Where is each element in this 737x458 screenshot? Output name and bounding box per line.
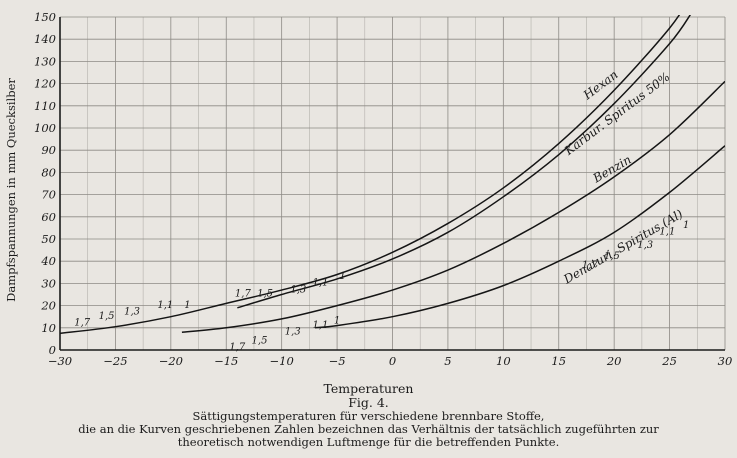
grid: [59, 16, 726, 351]
y-tick-label: 40: [40, 254, 56, 268]
ratio-label: 1,7: [74, 318, 91, 329]
curve-hexan: [60, 15, 681, 335]
x-tick-label: 0: [389, 354, 396, 368]
ratio-label: 1,5: [252, 335, 268, 346]
curve-label: Denaturi. Spiritus (Al): [560, 207, 685, 287]
x-tick-label: −15: [214, 354, 238, 368]
curve-label: Benzin: [590, 152, 634, 185]
ratio-label: 1,3: [285, 326, 301, 337]
ratio-label: 1,7: [229, 342, 246, 353]
y-tick-label: 80: [41, 165, 56, 179]
x-tick-label: 20: [606, 354, 622, 368]
x-tick-label: −5: [329, 354, 346, 368]
y-axis-label: Dampfspannungen in mm Quecksilber: [4, 78, 18, 302]
curve-benzin: [181, 80, 725, 333]
curves: [60, 15, 725, 335]
x-axis-label: Temperaturen: [323, 381, 414, 396]
ratio-label: 1,1: [157, 300, 173, 311]
ratio-label: 1: [334, 315, 340, 326]
y-tick-label: 140: [34, 32, 56, 46]
y-tick-label: 60: [41, 210, 56, 224]
y-tick-labels: 0 10 20 30 40 50 60 70 80 90 100 110 120 130 140 150: [34, 10, 56, 357]
x-tick-label: 30: [718, 354, 733, 368]
y-tick-label: 70: [41, 188, 56, 202]
y-tick-label: 100: [34, 121, 56, 135]
x-tick-labels: −30 −25 −20 −15 −10 −5 0 5 10 15 20 25 30: [48, 354, 732, 368]
ratio-label: 1: [339, 271, 345, 282]
ratio-label: 1,3: [124, 306, 140, 317]
caption-line-2: die an die Kurven geschriebenen Zahlen b…: [78, 422, 659, 436]
ratio-label: 1,5: [99, 311, 115, 322]
figure-number: Fig. 4.: [348, 395, 389, 410]
ratio-annotations: 1,71,5 1,31,1 11,7 1,5 1,31,111,71,51,31,1 11…: [74, 220, 689, 353]
ratio-label: 1,3: [290, 284, 306, 295]
ratio-label: 1: [683, 220, 689, 231]
ratio-label: 1,1: [659, 227, 675, 238]
x-tick-label: −10: [270, 354, 294, 368]
x-tick-label: 10: [496, 354, 511, 368]
y-tick-label: 10: [41, 321, 56, 335]
caption-line-3: theoretisch notwendigen Luftmenge für di…: [177, 435, 560, 449]
y-tick-label: 150: [34, 10, 56, 24]
x-tick-label: 25: [661, 354, 677, 368]
y-tick-label: 50: [41, 232, 56, 246]
x-tick-label: −20: [159, 354, 183, 368]
ratio-label: 1,5: [604, 251, 620, 262]
y-tick-label: 0: [49, 343, 56, 357]
curve-denaturi-spiritus: [314, 145, 725, 329]
x-tick-label: 5: [444, 354, 451, 368]
y-tick-label: 120: [34, 77, 56, 91]
chart: −30 −25 −20 −15 −10 −5 0 5 10 15 20 25 30 0 10 20 30 40 5…: [4, 10, 732, 368]
x-tick-label: −25: [103, 354, 127, 368]
ratio-label: 1,7: [235, 289, 252, 300]
x-tick-label: 15: [551, 354, 566, 368]
y-tick-label: 30: [41, 276, 56, 290]
y-tick-label: 110: [34, 99, 56, 113]
ratio-label: 1,1: [313, 320, 329, 331]
caption-line-1: Sättigungstemperaturen für verschiedene …: [192, 409, 545, 423]
ratio-label: 1,5: [257, 289, 273, 300]
ratio-label: 1,3: [637, 240, 653, 251]
ratio-label: 1,1: [313, 278, 329, 289]
curve-karbur-spiritus: [237, 15, 692, 309]
y-tick-label: 90: [41, 143, 56, 157]
y-tick-label: 20: [40, 299, 56, 313]
ratio-label: 1: [184, 300, 190, 311]
y-tick-label: 130: [34, 54, 56, 68]
axes: [59, 17, 725, 351]
x-tick-label: −30: [48, 354, 72, 368]
ratio-label: 1,7: [582, 260, 599, 271]
